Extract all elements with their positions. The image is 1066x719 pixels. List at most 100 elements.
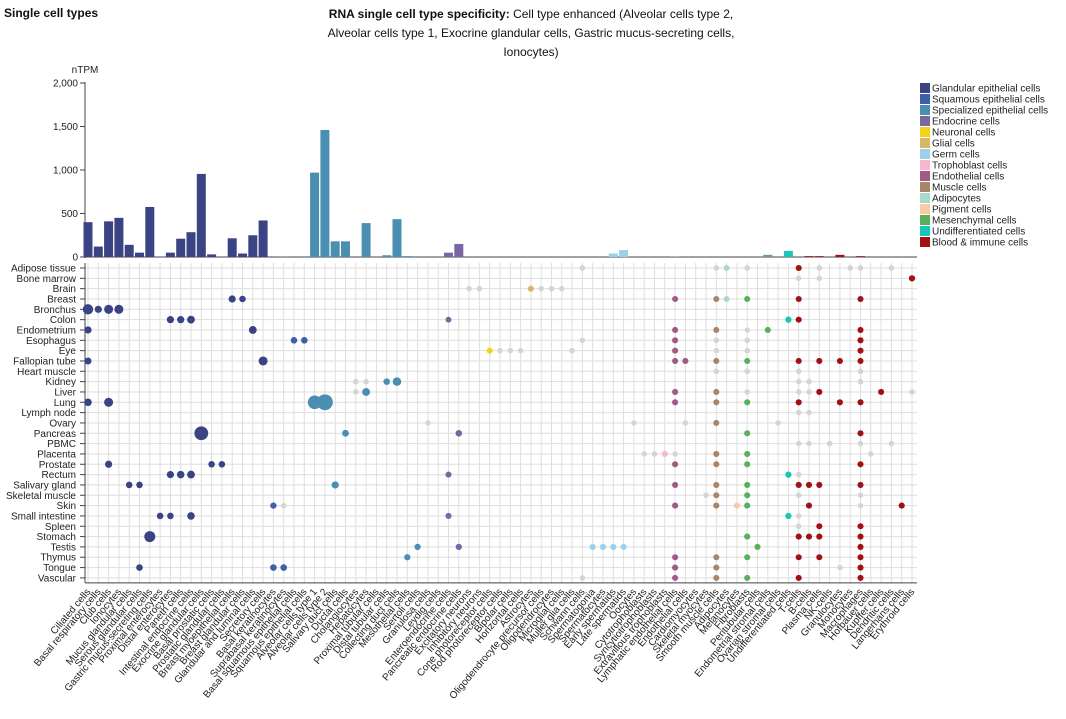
- dot-enhanced: [733, 502, 740, 509]
- dot-other: [806, 440, 812, 447]
- dot-other: [795, 368, 802, 375]
- legend-label: Specialized epithelial cells: [932, 106, 1048, 117]
- dot-enhanced: [795, 554, 802, 561]
- dot-enhanced: [744, 554, 751, 561]
- row-label: Brain: [53, 284, 76, 295]
- dot-enhanced: [166, 471, 174, 479]
- dot-enhanced: [672, 399, 679, 406]
- legend-label: Endocrine cells: [932, 117, 1000, 128]
- dot-enhanced: [82, 304, 94, 315]
- dot-enhanced: [187, 512, 195, 520]
- dot-enhanced: [105, 460, 113, 468]
- dot-other: [909, 389, 915, 395]
- dot-enhanced: [795, 574, 802, 581]
- dot-enhanced: [270, 502, 277, 509]
- dot-other: [538, 285, 544, 292]
- dot-enhanced: [836, 399, 843, 406]
- dot-enhanced: [816, 554, 823, 561]
- legend-label: Adipocytes: [932, 194, 981, 205]
- y-axis-label: nTPM: [72, 65, 99, 76]
- dot-other: [744, 368, 750, 375]
- legend-swatch: [920, 116, 930, 126]
- legend-swatch: [920, 94, 930, 104]
- dot-enhanced: [672, 357, 679, 365]
- legend-swatch: [920, 138, 930, 148]
- dot-enhanced: [610, 543, 617, 550]
- dot-enhanced: [301, 337, 308, 344]
- row-label: PBMC: [47, 439, 76, 450]
- dot-enhanced: [857, 337, 864, 344]
- legend-swatch: [920, 127, 930, 137]
- row-label: Bronchus: [34, 305, 76, 316]
- dot-enhanced: [713, 564, 720, 571]
- dot-enhanced: [713, 357, 720, 365]
- dot-enhanced: [455, 543, 462, 551]
- dot-enhanced: [744, 481, 751, 488]
- dot-other: [795, 523, 802, 529]
- dot-enhanced: [816, 357, 823, 365]
- dot-other: [795, 275, 802, 282]
- row-label: Salivary gland: [13, 480, 76, 491]
- row-label: Ovary: [49, 418, 76, 429]
- dot-enhanced: [114, 304, 124, 314]
- dot-enhanced: [218, 460, 226, 468]
- dot-other: [579, 337, 586, 344]
- dot-enhanced: [270, 564, 277, 571]
- dot-enhanced: [84, 357, 92, 365]
- dot-other: [548, 285, 555, 292]
- dot-enhanced: [166, 316, 174, 324]
- dot-enhanced: [342, 429, 349, 437]
- row-label: Stomach: [37, 532, 76, 543]
- bar: [783, 250, 793, 257]
- row-label: Pancreas: [34, 429, 76, 440]
- row-label: Testis: [50, 542, 76, 553]
- chart-title: RNA single cell type specificity:: [328, 7, 510, 21]
- dot-other: [651, 451, 658, 457]
- row-label: Kidney: [45, 377, 76, 388]
- dot-enhanced: [795, 316, 802, 323]
- dot-enhanced: [713, 481, 720, 488]
- dot-enhanced: [898, 502, 905, 509]
- dot-enhanced: [836, 357, 843, 365]
- dot-other: [744, 347, 750, 354]
- bar: [361, 223, 371, 257]
- dot-enhanced: [527, 285, 534, 292]
- row-label: Heart muscle: [17, 367, 76, 378]
- dot-enhanced: [878, 388, 885, 396]
- dot-enhanced: [805, 502, 813, 509]
- dot-other: [775, 420, 781, 426]
- dot-other: [857, 492, 864, 499]
- legend-label: Endothelial cells: [932, 172, 1004, 183]
- row-label: Endometrium: [17, 325, 76, 336]
- y-tick-label: 1,000: [53, 166, 78, 177]
- dot-enhanced: [908, 275, 916, 282]
- row-label: Adipose tissue: [11, 264, 76, 275]
- dot-enhanced: [713, 461, 720, 468]
- legend-swatch: [920, 215, 930, 225]
- dot-enhanced: [599, 543, 607, 550]
- dot-other: [868, 451, 874, 457]
- dot-enhanced: [404, 554, 411, 561]
- dot-enhanced: [208, 460, 215, 468]
- legend-swatch: [920, 160, 930, 170]
- dot-other: [703, 492, 709, 499]
- dot-enhanced: [194, 426, 209, 441]
- dot-enhanced: [176, 470, 185, 479]
- dot-enhanced: [713, 574, 720, 581]
- panel-header: Single cell types: [4, 6, 99, 20]
- dot-other: [466, 285, 472, 292]
- dot-enhanced: [661, 450, 668, 457]
- dot-other: [713, 347, 720, 354]
- dot-enhanced: [857, 295, 864, 303]
- dot-enhanced: [104, 397, 114, 407]
- dot-other: [826, 440, 833, 447]
- dot-other: [837, 564, 843, 571]
- row-label: Lymph node: [21, 408, 76, 419]
- dot-enhanced: [857, 564, 864, 571]
- dot-enhanced: [104, 304, 114, 314]
- legend-label: Mesenchymal cells: [932, 216, 1016, 227]
- dot-enhanced: [744, 492, 751, 499]
- legend-label: Glandular epithelial cells: [932, 84, 1040, 95]
- dot-enhanced: [744, 295, 751, 303]
- dot-other: [280, 502, 287, 509]
